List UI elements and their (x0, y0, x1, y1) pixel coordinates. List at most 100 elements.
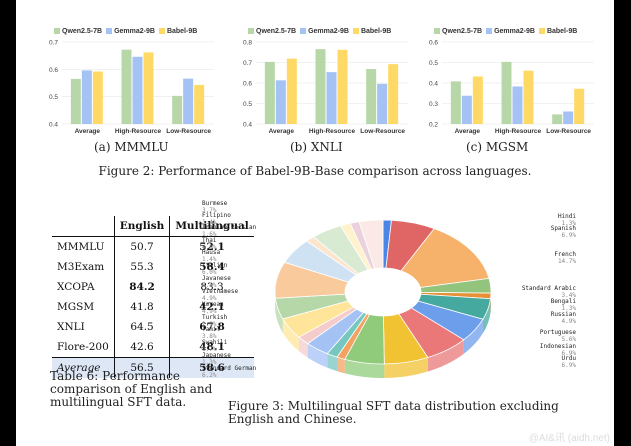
legend-item: Babel-9B (352, 28, 392, 35)
donut-label-name: Standard Arabic (521, 285, 576, 292)
donut-label-percent: 4.9% (202, 307, 217, 315)
donut-label-percent: 4.9% (202, 294, 217, 302)
bar-babel-9b (337, 49, 348, 124)
bar-gemma2-9b (563, 111, 574, 124)
bar-qwen2-5-7b (70, 78, 81, 124)
legend-item: Babel-9B (158, 28, 197, 35)
donut-label: Tamil 3.8% (202, 326, 221, 340)
legend-item: Gemma2-9B (486, 28, 535, 35)
donut-label-percent: 1.3% (202, 358, 217, 366)
donut-label-percent: 4.9% (561, 317, 576, 325)
y-tick-label: 0.5 (429, 60, 438, 67)
bar-qwen2-5-7b (315, 49, 326, 124)
donut-label: Hindi 1.3% (558, 213, 576, 227)
legend-item: Gemma2-9B (106, 28, 155, 35)
donut-label: Iranian Persian 1.6% (202, 224, 257, 238)
table-cell-name: MGSM (52, 297, 115, 317)
table-row: XNLI 64.5 67.8 (52, 317, 254, 337)
donut-label: Turkish 2.0% (202, 314, 227, 328)
donut-label: Standard Arabic 3.4% (521, 285, 576, 299)
bar-gemma2-9b (326, 72, 337, 124)
donut-label-name: Vietnamese (202, 288, 239, 295)
legend-swatch (248, 28, 254, 34)
table-cell-english: 42.6 (114, 337, 171, 358)
donut-label: Bengali 1.3% (550, 298, 576, 312)
bar-babel-9b (472, 76, 483, 124)
table-cell-name: XNLI (52, 317, 115, 337)
legend-label: Babel-9B (360, 28, 392, 35)
table-6: English Multilingual MMMLU 50.7 52.1 M3Exam… (52, 216, 254, 378)
table-row: Flore-200 42.6 48.1 (52, 337, 254, 358)
donut-side-wall (384, 357, 428, 378)
bar-babel-9b (92, 71, 103, 124)
y-tick-label: 0.2 (429, 122, 438, 129)
bar-babel-9b (574, 88, 585, 124)
donut-side-wall (463, 319, 483, 354)
donut-label-name: Iranian Persian (202, 224, 257, 231)
bar-gemma2-9b (81, 70, 92, 124)
y-tick-label: 0.8 (243, 40, 252, 47)
table-cell-name: MMMLU (52, 236, 115, 257)
legend-item: Qwen2.5-7B (54, 28, 102, 35)
bar-gemma2-9b (183, 78, 194, 124)
x-category-label: Low-Resource (360, 128, 405, 135)
donut-label-percent: 8.5% (202, 281, 217, 289)
table-6-caption: Table 6: Performance comparison of Engli… (50, 369, 213, 409)
chart-legend: Qwen2.5-7B Gemma2-9B Babel-9B (434, 28, 577, 35)
donut-label-name: French (554, 251, 576, 258)
donut-label-percent: 3.4% (561, 291, 576, 299)
donut-label: Korean 4.9% (202, 301, 224, 315)
donut-label-name: Hausa (202, 249, 221, 256)
table-average-row: Average 56.5 58.6 (52, 357, 254, 378)
bar-babel-9b (194, 84, 205, 124)
donut-label-percent: 1.6% (202, 230, 217, 238)
legend-item: Qwen2.5-7B (434, 28, 482, 35)
donut-side-wall (327, 353, 337, 372)
table-cell-multilingual: 52.1 (199, 241, 225, 253)
donut-label: Urdu 6.9% (562, 355, 576, 369)
bar-qwen2-5-7b (450, 81, 461, 124)
donut-side-wall (282, 318, 299, 352)
y-tick-label: 0.4 (429, 81, 438, 88)
donut-side-wall (336, 357, 345, 374)
donut-label-name: Indonesian (539, 343, 576, 350)
donut-label-percent: 3.8% (202, 332, 217, 340)
donut-label-name: Tamil (202, 326, 221, 333)
legend-item: Babel-9B (538, 28, 577, 35)
donut-label: Standard German 6.2% (202, 365, 256, 379)
donut-label-percent: 14.7% (557, 257, 576, 265)
bar-babel-9b (523, 70, 534, 124)
bar-qwen2-5-7b (121, 49, 132, 124)
table-cell-english: 56.5 (114, 357, 171, 378)
y-tick-label: 0.7 (49, 40, 58, 47)
legend-label: Qwen2.5-7B (256, 28, 297, 35)
x-category-label: High-Resource (495, 128, 542, 135)
donut-label-percent: 6.9% (561, 231, 576, 239)
figure-3-donut-chart (274, 219, 492, 378)
figure-2-caption: Figure 2: Performance of Babel-9B-Base c… (98, 164, 532, 178)
bar-chart-plot: 0.4 0.5 0.6 0.7 0.8 Average High-Resource Low-R… (243, 40, 408, 135)
donut-label: Thai 4.9% (202, 237, 216, 251)
donut-label-percent: 2.0% (202, 320, 217, 328)
donut-label: Indonesian 6.9% (539, 343, 576, 357)
donut-label-percent: 6.9% (561, 349, 576, 357)
table-cell-multilingual: 42.1 (199, 301, 225, 313)
legend-label: Gemma2-9B (114, 28, 155, 35)
donut-label-name: Swahili (202, 339, 228, 346)
donut-side-wall (427, 339, 464, 372)
table-cell-multilingual: 48.1 (199, 341, 225, 353)
donut-label-name: Bengali (550, 298, 576, 305)
y-tick-label: 0.3 (429, 101, 438, 108)
x-category-label: Average (75, 128, 101, 135)
table-header-empty (52, 216, 115, 237)
legend-swatch (106, 28, 113, 34)
donut-label-percent: 3.7% (202, 206, 217, 214)
chart-legend: Qwen2.5-7B Gemma2-9B Babel-9B (248, 28, 391, 35)
y-tick-label: 0.6 (243, 81, 252, 88)
table-cell-name: XCOPA (52, 277, 115, 297)
bar-qwen2-5-7b (366, 69, 377, 124)
y-tick-label: 0.4 (49, 122, 58, 129)
donut-label-name: Filipino (202, 212, 231, 219)
donut-label-name: Burmese (202, 200, 228, 207)
legend-swatch (538, 28, 545, 34)
